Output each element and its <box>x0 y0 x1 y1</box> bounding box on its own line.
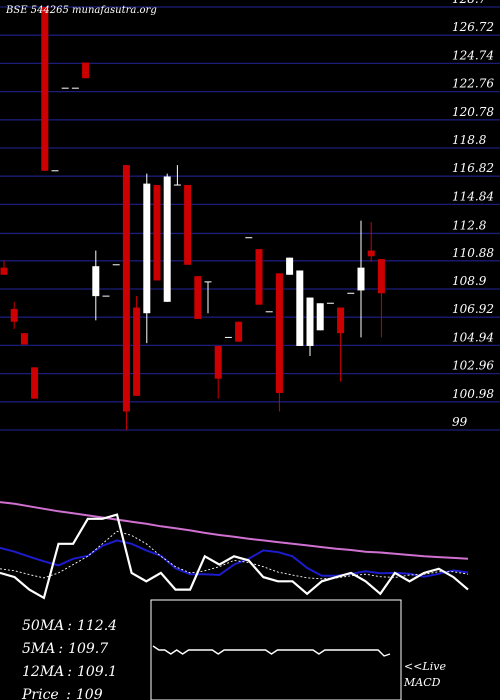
candle <box>163 173 171 302</box>
candle <box>235 321 243 342</box>
candle <box>41 7 49 171</box>
candle <box>92 250 100 321</box>
candle-body <box>31 367 39 399</box>
candle-body <box>20 333 28 345</box>
candle <box>337 307 345 382</box>
candle-body <box>214 345 222 379</box>
y-tick-label: 104.94 <box>452 330 494 344</box>
candle <box>286 257 294 275</box>
candle <box>296 270 304 346</box>
candle <box>82 62 90 79</box>
y-tick-label: 114.84 <box>452 189 494 203</box>
stats-block: 50MA:112.4 5MA:109.7 12MA:109.1 Price :1… <box>21 618 117 700</box>
moving-average-panel <box>0 501 469 600</box>
y-tick-label: 100.98 <box>452 387 494 401</box>
candlestick-series <box>0 7 385 430</box>
ma-mid-line <box>0 539 469 578</box>
candle-body <box>286 257 294 275</box>
candle-body <box>122 165 130 412</box>
y-tick-label: 124.74 <box>452 48 494 62</box>
price-axis-labels: 128.7 126.72 124.74 122.76 120.78 118.8 116.82… <box>452 0 494 429</box>
candle-body <box>337 307 345 334</box>
candle <box>214 345 222 399</box>
candle-body <box>296 270 304 346</box>
live-label: <<Live <box>404 660 446 673</box>
candle-body <box>184 185 192 265</box>
y-tick-label: 106.92 <box>452 302 494 316</box>
y-tick-label: 108.9 <box>452 274 487 288</box>
stat-12ma: 12MA:109.1 <box>22 664 117 680</box>
candle-body <box>367 250 375 257</box>
y-tick-label: 120.78 <box>452 105 494 119</box>
candle-body <box>163 176 171 302</box>
candle-body <box>357 267 365 291</box>
candle <box>184 185 192 265</box>
candle-body <box>235 321 243 342</box>
y-tick-label: 112.8 <box>452 218 487 232</box>
candle <box>143 173 151 344</box>
candle-body <box>41 7 49 171</box>
candle-body <box>133 307 141 396</box>
candle <box>20 333 28 345</box>
candle <box>31 367 39 399</box>
macd-label: MACD <box>403 676 441 689</box>
candle <box>367 222 375 262</box>
candle-body <box>316 303 324 331</box>
candle-body <box>92 266 100 297</box>
candle-body <box>10 308 18 322</box>
candle-body <box>153 185 161 281</box>
y-tick-label: 128.7 <box>452 0 487 6</box>
y-tick-label: 118.8 <box>452 133 487 147</box>
candle <box>153 185 161 281</box>
candle <box>204 281 212 314</box>
candle <box>194 276 202 319</box>
y-tick-label: 102.96 <box>452 359 494 373</box>
stat-price: Price :109 <box>21 687 103 700</box>
candle <box>10 301 18 329</box>
candle-body <box>255 249 263 305</box>
y-tick-label: 110.88 <box>452 246 494 260</box>
macd-line <box>152 645 391 657</box>
candle-body <box>306 297 314 346</box>
y-tick-label: 122.76 <box>452 77 494 91</box>
candle-body <box>82 62 90 79</box>
candle <box>0 260 8 275</box>
ma-short-line <box>0 530 469 580</box>
watermark: BSE 544265 munafasutra.org <box>5 5 157 16</box>
candle-body <box>194 276 202 319</box>
stat-5ma: 5MA:109.7 <box>22 641 108 657</box>
candle <box>316 303 324 331</box>
candle-body <box>0 267 8 275</box>
macd-series <box>152 645 391 657</box>
ma-long-line <box>0 501 469 560</box>
candle-body <box>143 183 151 314</box>
y-tick-label: 116.82 <box>452 161 494 175</box>
candle <box>133 296 141 396</box>
candle-body <box>275 273 283 393</box>
candle <box>357 220 365 338</box>
candle <box>306 297 314 356</box>
stat-50ma: 50MA:112.4 <box>22 618 117 634</box>
candle-body <box>377 259 385 294</box>
candle <box>173 165 181 186</box>
candle <box>377 259 385 338</box>
y-tick-label: 126.72 <box>452 20 494 34</box>
price-line <box>0 513 469 600</box>
candle <box>275 273 283 412</box>
candle <box>255 249 263 305</box>
price-grid <box>0 6 500 431</box>
candle <box>122 165 130 430</box>
y-tick-label: 99 <box>452 415 468 429</box>
